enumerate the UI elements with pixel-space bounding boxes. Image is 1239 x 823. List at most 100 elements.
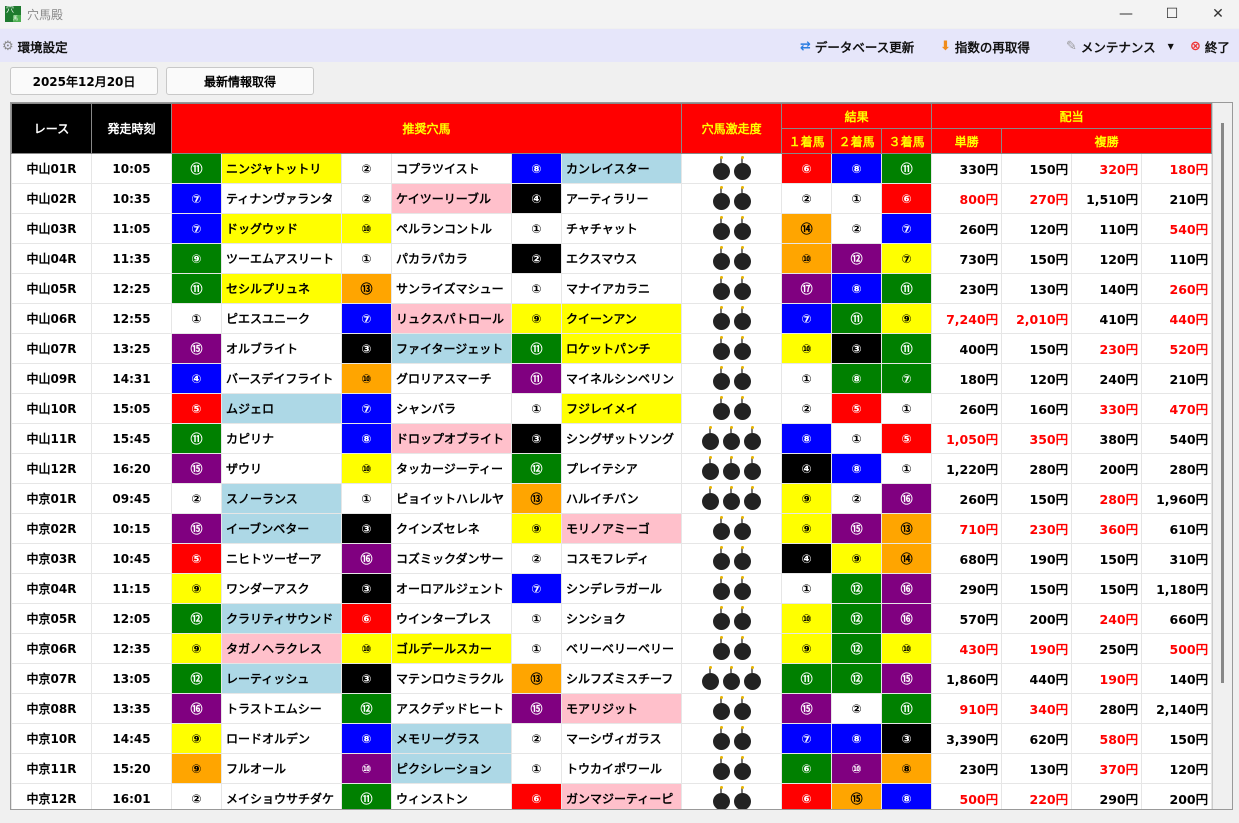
bomb-icon [733,216,751,240]
table-row[interactable]: 中山11R 15:45 ⑪ カピリナ ⑧ ドロップオブライト ③ シングザットソング ⑧ ① ⑤ 1,… [11,423,1213,454]
table-row[interactable]: 中京05R 12:05 ⑫ クラリティサウンド ⑥ ウインタープレス ① シンショク ⑩ ⑫ ⑯ 57… [11,603,1213,634]
place-payout-cell: 250円 [1071,633,1143,664]
header-time: 発走時刻 [91,103,172,154]
pick-horse-name: マテンロウミラクル [391,663,512,694]
table-row[interactable]: 中京03R 10:45 ⑤ ニヒトツーゼーア ⑯ コズミックダンサー ② コスモフレディ ④ ⑨ ⑭… [11,543,1213,574]
menu-quit[interactable]: ⊗ 終了 [1190,37,1230,56]
place-payout-cell: 210円 [1141,363,1213,394]
pick-number-cell: ⑩ [341,213,392,244]
header-first: １着馬 [781,128,833,154]
pick-horse-name: マナイアカラニ [560,273,683,304]
place-payout-cell: 130円 [1001,753,1073,784]
race-cell: 中山12R [11,453,92,484]
table-row[interactable]: 中京01R 09:45 ② スノーランス ① ピョイットハレルヤ ⑬ ハルイチバン ⑨ ② ⑯ 260… [11,483,1213,514]
place-payout-cell: 240円 [1071,363,1143,394]
pick-number-cell: ⑪ [511,333,562,364]
place-payout-cell: 120円 [1001,363,1073,394]
menu-settings[interactable]: ⚙ 環境設定 [2,37,68,56]
table-row[interactable]: 中京07R 13:05 ⑫ レーティッシュ ③ マテンロウミラクル ⑬ シルフズミスチーフ ⑪ ⑫… [11,663,1213,694]
pick-horse-name: オルブライト [221,333,342,364]
table-row[interactable]: 中京06R 12:35 ⑨ タガノヘラクレス ⑩ ゴルデールスカー ① ベリーベリーベリー ⑨ ⑫… [11,633,1213,664]
result-cell: ⑪ [881,693,933,724]
table-row[interactable]: 中山01R 10:05 ⑪ ニンジャトットリ ② コプラツイスト ⑧ カンレイスター ⑥ ⑧ ⑪ 33… [11,153,1213,184]
result-cell: ⑫ [831,573,883,604]
race-cell: 中山11R [11,423,92,454]
time-cell: 12:05 [91,603,172,634]
bomb-icon [712,726,730,750]
bomb-icon [733,546,751,570]
table-row[interactable]: 中京02R 10:15 ⑮ イーブンベター ③ クインズセレネ ⑨ モリノアミーゴ ⑨ ⑮ ⑬ 710… [11,513,1213,544]
scrollbar-thumb[interactable] [1221,123,1224,683]
minimize-button[interactable]: — [1119,6,1133,22]
pick-number-cell: ⑧ [511,153,562,184]
table-row[interactable]: 中山12R 16:20 ⑮ ザウリ ⑩ タッカージーティー ⑫ プレイテシア ④ ⑧ ① 1,220円… [11,453,1213,484]
table-row[interactable]: 中京11R 15:20 ⑨ フルオール ⑩ ピクシレーション ① トウカイポワール ⑥ ⑩ ⑧ 230… [11,753,1213,784]
bomb-icon [712,696,730,720]
pick-number-cell: ① [511,633,562,664]
rating-cell [681,633,783,664]
table-row[interactable]: 中山03R 11:05 ⑦ ドッグウッド ⑩ ペルランコントル ① チャチャット ⑭ ② ⑦ 260円… [11,213,1213,244]
table-row[interactable]: 中京04R 11:15 ⑨ ワンダーアスク ③ オーロアルジェント ⑦ シンデレラガール ① ⑫ ⑯… [11,573,1213,604]
date-picker-button[interactable]: 2025年12月20日 [10,67,158,95]
race-cell: 中山03R [11,213,92,244]
bomb-icon [723,666,741,690]
bomb-icon [712,306,730,330]
pick-number-cell: ⑧ [341,723,392,754]
table-row[interactable]: 中京08R 13:35 ⑯ トラストエムシー ⑫ アスクデッドヒート ⑮ モアリジット ⑮ ② ⑪ 9… [11,693,1213,724]
result-cell: ⑦ [781,723,833,754]
result-cell: ⑫ [831,603,883,634]
place-payout-cell: 200円 [1001,603,1073,634]
time-cell: 12:55 [91,303,172,334]
bomb-icon [702,456,720,480]
close-button[interactable]: ✕ [1212,6,1224,22]
win-payout-cell: 230円 [931,273,1003,304]
fetch-latest-button[interactable]: 最新情報取得 [166,67,314,95]
bomb-icon [712,186,730,210]
pick-horse-name: トラストエムシー [221,693,342,724]
result-cell: ⑩ [831,753,883,784]
pick-number-cell: ⑫ [171,603,222,634]
place-payout-cell: 660円 [1141,603,1213,634]
table-row[interactable]: 中山02R 10:35 ⑦ ティナンヴァランタ ② ケイツーリーブル ④ アーティラリー ② ① ⑥… [11,183,1213,214]
menu-reindex[interactable]: ⬇ 指数の再取得 [940,37,1030,56]
pick-number-cell: ③ [511,423,562,454]
table-row[interactable]: 中山05R 12:25 ⑪ セシルプリュネ ⑬ サンライズマシュー ① マナイアカラニ ⑰ ⑧ ⑪ 2… [11,273,1213,304]
result-cell: ⑮ [881,663,933,694]
place-payout-cell: 190円 [1001,543,1073,574]
place-payout-cell: 280円 [1141,453,1213,484]
menu-maintenance[interactable]: ✎ メンテナンス ▼ [1066,37,1174,56]
place-payout-cell: 280円 [1071,483,1143,514]
table-row[interactable]: 中山06R 12:55 ① ピエスユニーク ⑦ リュクスパトロール ⑨ クイーンアン ⑦ ⑪ ⑨ 7,… [11,303,1213,334]
place-payout-cell: 110円 [1141,243,1213,274]
table-row[interactable]: 中京12R 16:01 ② メイショウサチダケ ⑪ ウィンストン ⑥ ガンマジーティーピ ⑥ ⑮ ⑧… [11,783,1213,809]
time-cell: 13:25 [91,333,172,364]
result-cell: ① [781,573,833,604]
result-cell: ⑥ [781,153,833,184]
pick-number-cell: ③ [341,333,392,364]
table-row[interactable]: 中京10R 14:45 ⑨ ロードオルデン ⑧ メモリーグラス ② マーシヴィガラス ⑦ ⑧ ③ 3,… [11,723,1213,754]
race-cell: 中山01R [11,153,92,184]
maximize-button[interactable]: ☐ [1165,6,1179,22]
table-row[interactable]: 中山07R 13:25 ⑮ オルブライト ③ ファイタージェット ⑪ ロケットパンチ ⑩ ③ ⑪ 40… [11,333,1213,364]
time-cell: 11:35 [91,243,172,274]
table-row[interactable]: 中山04R 11:35 ⑨ ツーエムアスリート ① パカラパカラ ② エクスマウス ⑩ ⑫ ⑦ 730… [11,243,1213,274]
bomb-icon [733,606,751,630]
race-cell: 中京08R [11,693,92,724]
rating-cell [681,753,783,784]
pick-number-cell: ① [511,753,562,784]
win-payout-cell: 430円 [931,633,1003,664]
menu-db-update[interactable]: ⇄ データベース更新 [800,37,914,56]
bomb-icon [733,576,751,600]
vertical-scrollbar[interactable] [1212,103,1232,809]
result-cell: ⑨ [831,543,883,574]
bomb-icon [712,756,730,780]
pick-horse-name: ゴルデールスカー [391,633,512,664]
time-cell: 10:35 [91,183,172,214]
place-payout-cell: 120円 [1071,243,1143,274]
pick-horse-name: バースデイフライト [221,363,342,394]
race-cell: 中京06R [11,633,92,664]
table-row[interactable]: 中山09R 14:31 ④ バースデイフライト ⑩ グロリアスマーチ ⑪ マイネルシンベリン ①… [11,363,1213,394]
pick-horse-name: ハルイチバン [560,483,683,514]
table-row[interactable]: 中山10R 15:05 ⑤ ムジェロ ⑦ シャンバラ ① フジレイメイ ② ⑤ ① 260円 160円 3… [11,393,1213,424]
rating-cell [681,243,783,274]
